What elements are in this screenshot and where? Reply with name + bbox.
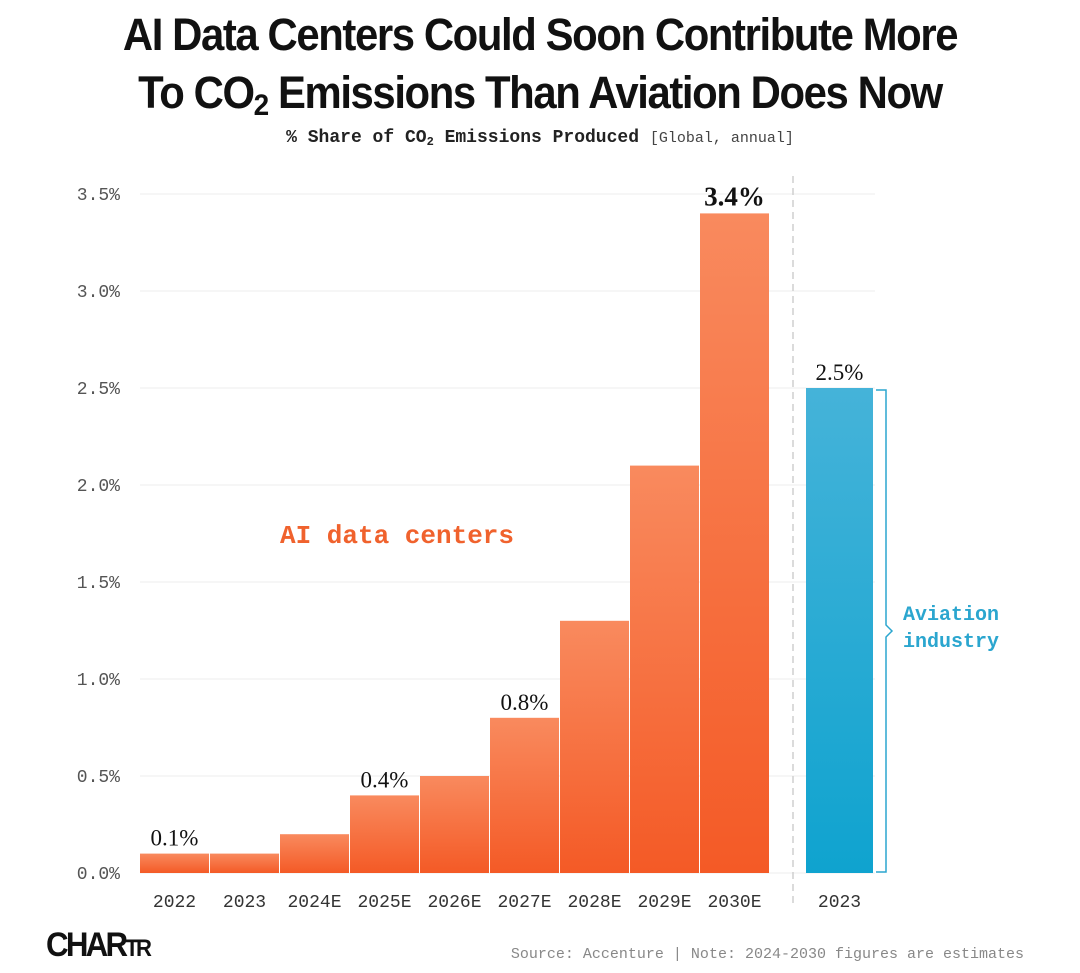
x-tick-label: 2026E (427, 893, 481, 913)
x-tick-label: 2029E (637, 893, 691, 913)
data-label: 3.4% (704, 181, 765, 211)
bar-ai-2022 (140, 853, 209, 873)
bar-ai-2027e (490, 717, 559, 873)
y-axis: 0.0% 0.5% 1.0% 1.5% 2.0% 2.5% 3.0% 3.5% (77, 186, 120, 885)
bar-ai-2028e (560, 620, 629, 873)
bar-ai-2026e (420, 776, 489, 873)
title-line-2: To CO2 Emissions Than Aviation Does Now (138, 67, 943, 122)
x-tick-label: 2027E (497, 893, 551, 913)
y-tick-label: 1.0% (77, 671, 120, 691)
y-tick-label: 0.5% (77, 768, 120, 788)
data-label: 2.5% (816, 360, 864, 385)
chart-subtitle: % Share of CO2 Emissions Produced [Globa… (286, 128, 794, 149)
x-tick-label: 2028E (567, 893, 621, 913)
data-label: 0.4% (361, 767, 409, 792)
x-tick-label: 2023 (818, 893, 861, 913)
x-tick-label: 2024E (287, 893, 341, 913)
data-label: 0.1% (151, 826, 199, 851)
bar-ai-2025e (350, 795, 419, 873)
subtitle-note: [Global, annual] (649, 130, 794, 147)
chart-title: AI Data Centers Could Soon Contribute Mo… (38, 6, 1042, 122)
series-label-aviation-line-1: Aviation (903, 604, 999, 627)
x-tick-label: 2025E (357, 893, 411, 913)
chartr-logo: CHARTR (46, 926, 152, 964)
x-tick-label: 2030E (707, 893, 761, 913)
y-tick-label: 2.5% (77, 380, 120, 400)
y-tick-label: 1.5% (77, 574, 120, 594)
x-axis: 2022 2023 2024E 2025E 2026E 2027E 2028E 2029E 20… (153, 893, 861, 913)
bar-ai-2029e (630, 465, 699, 873)
y-tick-label: 3.0% (77, 283, 120, 303)
x-tick-label: 2022 (153, 893, 196, 913)
y-tick-label: 2.0% (77, 477, 120, 497)
data-label: 0.8% (501, 690, 549, 715)
bar-ai-2023 (210, 853, 279, 873)
x-tick-label: 2023 (223, 893, 266, 913)
bar-ai-2030e (700, 213, 769, 873)
y-tick-label: 3.5% (77, 186, 120, 206)
y-tick-label: 0.0% (77, 865, 120, 885)
data-labels: 0.1% 0.4% 0.8% 3.4% 2.5% (151, 181, 864, 850)
source-note: Source: Accenture | Note: 2024-2030 figu… (510, 946, 1024, 963)
series-label-ai-data-centers: AI data centers (280, 521, 514, 551)
series-label-aviation-line-2: industry (903, 631, 999, 654)
aviation-bracket (876, 389, 894, 873)
bar-aviation-2023 (806, 388, 873, 873)
bars (140, 213, 873, 873)
title-line-1: AI Data Centers Could Soon Contribute Mo… (122, 9, 959, 60)
bar-ai-2024e (280, 834, 349, 873)
